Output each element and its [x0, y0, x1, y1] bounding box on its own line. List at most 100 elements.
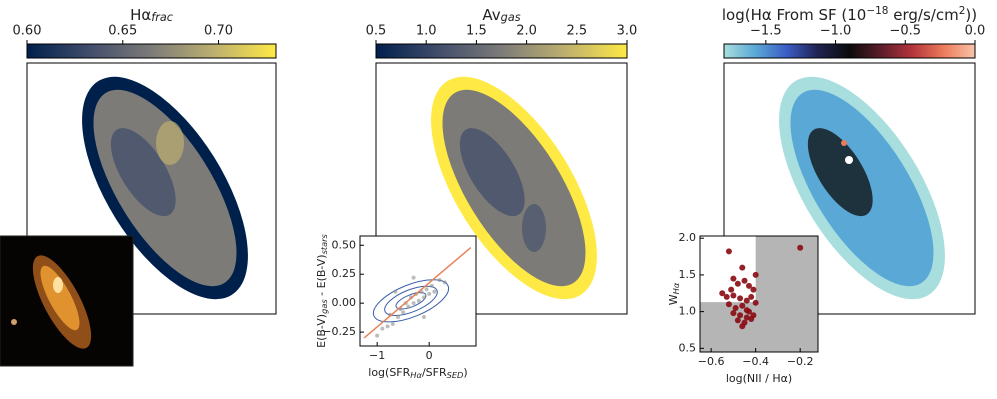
y-axis-label: E(B-V)gas - E(B-V)stars: [315, 233, 329, 347]
inset-panels: −1 0−0.250.000.250.50log(SFRHα/SFRSED)E(B…: [315, 231, 819, 385]
scatter-point: [748, 315, 755, 322]
scatter-point: [437, 278, 442, 282]
panel-title-part: frac: [151, 11, 173, 24]
y-axis-label-part: Hα: [671, 282, 681, 294]
density-contour: [372, 279, 450, 323]
scatter-point: [380, 326, 385, 331]
scatter-point: [730, 310, 737, 317]
colorbar-tick-label: 2.5: [566, 24, 587, 39]
panel-title-part: Av: [482, 6, 500, 24]
photo-core: [53, 277, 63, 293]
panel-title-part: )): [965, 6, 977, 24]
scatter-point: [743, 297, 750, 304]
panel-title-part: erg/s/cm: [889, 6, 959, 24]
scatter-point: [424, 287, 429, 292]
scatter-point: [732, 304, 739, 311]
scatter-point: [728, 286, 735, 293]
scatter-point: [385, 324, 390, 329]
map-core: [459, 128, 525, 217]
y-axis-label-part: W: [667, 294, 680, 305]
scatter-point: [797, 244, 804, 251]
density-contour: [395, 292, 427, 310]
colorbar: [26, 43, 277, 59]
colorbar: [375, 43, 628, 59]
inset-border: [699, 235, 819, 353]
colorbar-tick-label: 3.0: [617, 24, 638, 39]
inset-frame: [360, 236, 476, 346]
map-spot: [156, 121, 184, 165]
x-axis-label-part: log(SFR: [368, 366, 410, 379]
scatter-point: [416, 298, 421, 303]
y-tick-label: 0.00: [332, 296, 357, 309]
scatter-point: [411, 301, 416, 306]
map-spot: [841, 140, 847, 146]
y-tick-label: 1.0: [679, 305, 697, 318]
x-axis-label-part: /SFR: [422, 366, 447, 379]
panel-title-part: Hα: [130, 6, 151, 24]
y-tick-label: −0.25: [322, 325, 356, 338]
x-axis-label-part: SED: [447, 370, 464, 380]
scatter-point: [737, 312, 744, 319]
scatter-point: [725, 301, 732, 308]
scatter-point: [743, 307, 750, 314]
scatter-point: [723, 293, 730, 300]
scatter-point: [737, 295, 744, 302]
scatter-point: [752, 271, 759, 278]
scatter-point: [734, 280, 741, 287]
x-axis-label: log(NII / Hα): [726, 372, 792, 385]
scatter-point: [442, 280, 447, 285]
y-tick-label: 0.5: [679, 341, 697, 354]
scatter-point: [432, 289, 437, 294]
y-axis-label: WHα: [667, 282, 681, 305]
colorbar-tick-label: 1.0: [416, 24, 437, 39]
photo-disk: [40, 265, 80, 331]
scatter-point: [725, 248, 732, 255]
colorbar-tick-label: 2.0: [516, 24, 537, 39]
x-tick-label: 0: [426, 349, 433, 362]
y-tick-label: 0.25: [332, 267, 357, 280]
scatter-point: [406, 304, 411, 309]
x-tick-label: −1: [369, 349, 385, 362]
scatter-point: [719, 290, 726, 297]
scatter-point: [739, 323, 746, 330]
y-axis-label-part: gas: [319, 299, 329, 314]
panel-title-part: 2: [959, 5, 966, 17]
panel-title: log(Hα From SF (10−18 erg/s/cm2)): [722, 5, 977, 24]
panel-title: Avgas: [482, 6, 520, 25]
map-core: [807, 128, 873, 217]
y-axis-label-part: E(B-V): [315, 314, 328, 348]
scatter-point: [411, 275, 416, 280]
scatter-point: [739, 264, 746, 271]
panel-title-part: gas: [501, 11, 521, 24]
scatter-point: [750, 286, 757, 293]
panel-title-part: −18: [866, 5, 888, 17]
colorbar-tick-label: 0.65: [108, 24, 137, 39]
map-spot: [845, 156, 853, 164]
scatter-point: [393, 289, 398, 294]
y-axis-label-part: stars: [319, 233, 329, 254]
scatter-point: [752, 299, 759, 306]
scatter-point: [429, 283, 434, 288]
scatter-point: [748, 293, 755, 300]
scatter-point: [390, 322, 395, 326]
scatter-point: [401, 310, 406, 315]
panel-title-part: log(Hα From SF (10: [722, 6, 866, 24]
map-spot: [522, 204, 546, 252]
scatter-point: [421, 315, 426, 320]
scatter-point: [427, 291, 432, 296]
galaxy-photo: [0, 235, 134, 367]
inset-border: [359, 235, 477, 347]
y-tick-label: 2.0: [679, 231, 697, 244]
x-axis-label-part: log(NII / Hα): [726, 372, 792, 385]
y-axis-label-part: - E(B-V): [315, 254, 328, 299]
x-axis-label-part: Hα: [410, 370, 422, 380]
map-core: [110, 128, 176, 217]
colorbar-tick-label: 0.60: [13, 24, 42, 39]
scatter-point: [739, 302, 746, 309]
colorbar-tick-label: −1.0: [820, 24, 852, 39]
scatter-point: [730, 292, 737, 299]
y-tick-label: 0.50: [332, 238, 357, 251]
panel-title: Hαfrac: [130, 6, 174, 25]
